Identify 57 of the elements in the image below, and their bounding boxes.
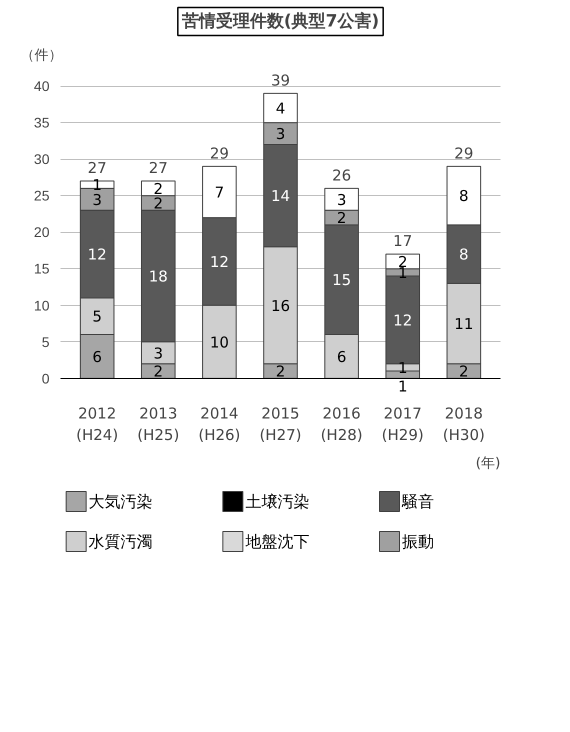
data-label: 4: [276, 99, 286, 118]
data-label: 3: [276, 125, 286, 144]
total-label: 29: [210, 144, 229, 162]
total-label: 26: [332, 166, 352, 184]
data-label: 14: [270, 187, 290, 206]
total-label: 27: [148, 159, 168, 178]
data-label: 2: [154, 362, 164, 381]
total-label: 29: [454, 144, 474, 162]
legend-label: 騒音: [401, 492, 434, 511]
data-label: 7: [214, 184, 224, 202]
data-label: 16: [270, 296, 290, 315]
y-tick-label: 40: [34, 78, 50, 94]
data-label: 18: [148, 268, 168, 286]
y-tick-label: 25: [34, 188, 50, 204]
y-tick-label: 5: [42, 334, 50, 350]
data-label: 5: [92, 308, 102, 326]
data-label: 8: [459, 246, 469, 264]
data-label: 3: [154, 344, 164, 362]
y-tick-label: 20: [34, 224, 50, 240]
x-tick-label: 2014 (H26): [198, 404, 240, 444]
data-label: 6: [92, 348, 102, 366]
data-label: 1: [398, 377, 408, 396]
data-label: 3: [336, 190, 346, 209]
data-label: 12: [88, 246, 107, 264]
legend-label: 振動: [402, 532, 434, 551]
chart-title: 苦情受理件数(典型7公害): [180, 12, 380, 32]
y-tick-label: 10: [34, 297, 50, 314]
data-label: 2: [276, 362, 286, 381]
x-tick-label: 2015 (H27): [259, 404, 302, 444]
x-tick-label: 2013 (H25): [137, 404, 180, 444]
x-tick-label: 2016 (H28): [320, 404, 363, 444]
x-tick-label: 2012 (H24): [76, 404, 118, 444]
data-label: 15: [332, 271, 352, 290]
data-label: 11: [454, 315, 474, 334]
x-tick-label: 2017 (H29): [382, 404, 424, 444]
legend-label: 地盤沈下: [244, 532, 310, 551]
data-label: 3: [92, 190, 102, 209]
x-tick-label: 2018 (H30): [442, 404, 485, 444]
total-label: 27: [88, 159, 107, 178]
data-label: 12: [210, 252, 229, 271]
y-tick-label: 30: [34, 151, 50, 168]
total-label: 39: [270, 71, 290, 90]
total-label: 17: [393, 232, 412, 250]
data-label: 12: [393, 311, 412, 330]
legend-label: 水質汚濁: [88, 532, 153, 551]
data-label: 6: [336, 348, 346, 366]
data-label: 2: [459, 362, 469, 381]
data-label: 2: [336, 209, 346, 228]
y-axis-title: （件）: [20, 48, 62, 64]
text: (年): [476, 456, 501, 472]
legend-label: 大気汚染: [88, 492, 153, 511]
data-label: 8: [459, 187, 469, 206]
y-tick-label: 0: [42, 370, 50, 386]
data-label: 10: [210, 333, 229, 352]
y-tick-label: 15: [34, 260, 50, 277]
legend-label: 土壌汚染: [245, 492, 310, 511]
y-tick-label: 35: [34, 114, 50, 131]
